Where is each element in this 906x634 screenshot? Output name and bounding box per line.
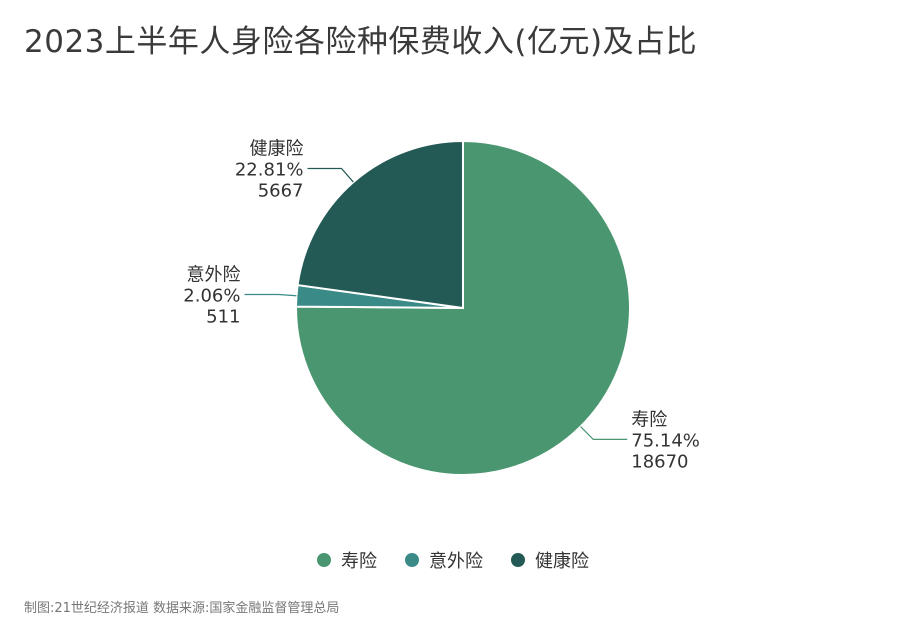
chart-title: 2023上半年人身险各险种保费收入(亿元)及占比 (24, 24, 698, 60)
leader-line-health (307, 167, 354, 183)
leader-line-life (580, 426, 628, 440)
chart-legend: 寿险 意外险 健康险 (0, 547, 906, 573)
slice-life[interactable] (295, 139, 631, 476)
label-health-category: 健康险 (250, 138, 304, 159)
label-life-percent: 75.14% (631, 430, 700, 451)
legend-item-health[interactable]: 健康险 (511, 547, 589, 573)
legend-swatch-health (511, 553, 525, 567)
legend-swatch-life (317, 553, 331, 567)
label-health-value: 5667 (258, 180, 304, 201)
legend-label-life: 寿险 (341, 551, 377, 572)
legend-item-life[interactable]: 寿险 (317, 547, 377, 573)
label-life-category: 寿险 (631, 409, 667, 430)
source-note: 制图:21世纪经济报道 数据来源:国家金融监督管理总局 (24, 601, 340, 616)
legend-label-health: 健康险 (535, 551, 589, 572)
label-health-percent: 22.81% (235, 159, 304, 180)
label-accident-category: 意外险 (186, 264, 240, 285)
slice-health[interactable] (296, 139, 464, 310)
label-accident-value: 511 (206, 306, 240, 327)
legend-item-accident[interactable]: 意外险 (405, 547, 483, 573)
legend-swatch-accident (405, 553, 419, 567)
label-life-value: 18670 (631, 451, 688, 472)
leader-line-accident (244, 293, 297, 297)
legend-label-accident: 意外险 (429, 551, 483, 572)
label-accident-percent: 2.06% (183, 285, 240, 306)
